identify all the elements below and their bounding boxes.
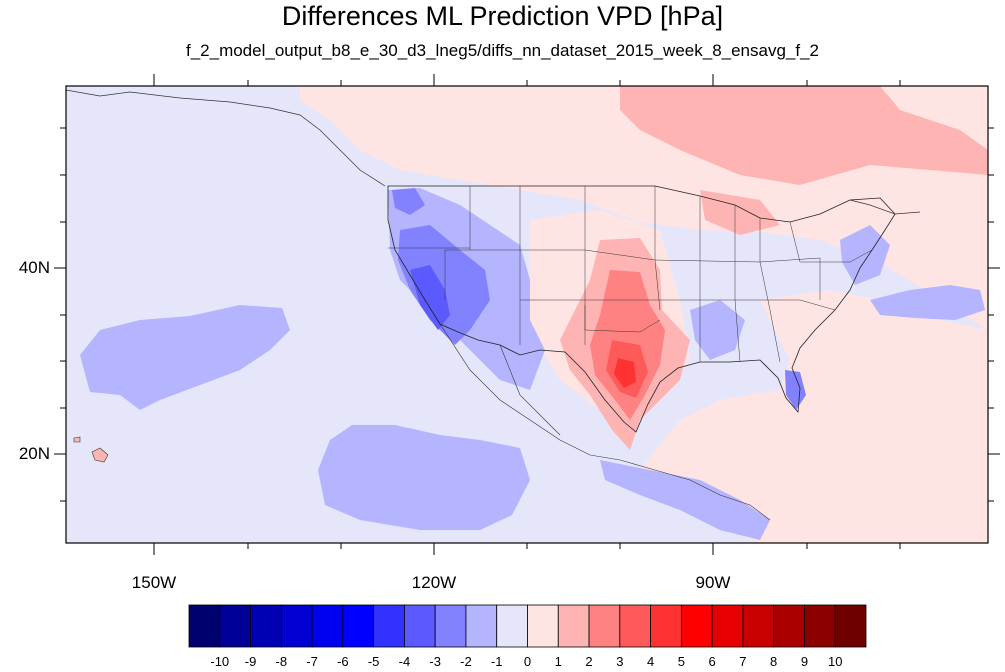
colorbar-box — [188, 604, 221, 648]
colorbar-box — [834, 604, 867, 648]
colorbar-tick-label: 4 — [646, 654, 655, 669]
colorbar-tick-label: 2 — [585, 654, 593, 669]
colorbar-box — [342, 604, 375, 648]
positive-anomaly-peak — [614, 358, 636, 388]
colorbar-box — [650, 604, 682, 648]
lat-label-40n: 40N — [18, 258, 50, 277]
colorbar-tick-label: 8 — [770, 654, 778, 669]
negative-blob-florida — [785, 370, 806, 410]
colorbar-tick-label: 9 — [800, 654, 809, 669]
colorbar-tick-label: 7 — [739, 654, 747, 669]
colorbar-box — [557, 604, 590, 648]
colorbar-box — [404, 604, 436, 648]
colorbar-box — [496, 604, 528, 648]
colorbar-box — [619, 604, 651, 648]
map-field — [66, 86, 988, 543]
lon-ticks — [153, 74, 901, 555]
colorbar-box — [373, 604, 405, 648]
lon-label-150w: 150W — [131, 573, 177, 592]
negative-blob-central-america — [600, 460, 770, 540]
negative-blob-southeast — [690, 300, 745, 360]
colorbar-box — [311, 604, 344, 648]
state-borders — [388, 186, 873, 363]
colorbar-tick-label: -10 — [210, 654, 230, 669]
colorbar-box — [773, 604, 805, 648]
colorbar-box — [742, 604, 775, 648]
lat-label-20n: 20N — [18, 444, 50, 463]
usa-outline — [387, 185, 896, 433]
colorbar-tick-label: -4 — [398, 654, 411, 669]
colorbar-tick-label: 5 — [677, 654, 685, 669]
colorbar-tick-label: -5 — [367, 654, 380, 669]
negative-blob-pacific-west — [80, 305, 290, 410]
colorbar-tick-label: -1 — [490, 654, 503, 669]
negative-blob-pacific-south — [318, 425, 530, 530]
colorbar-box — [465, 604, 498, 648]
negative-anomaly-west-core — [410, 265, 450, 330]
positive-region-atlantic — [640, 290, 988, 543]
negative-anomaly-west-mid — [398, 225, 490, 345]
colorbar-tick-label: -8 — [275, 654, 288, 669]
colorbar-tick-label: -7 — [306, 654, 318, 669]
colorbar-box — [280, 604, 313, 648]
map-subtitle: f_2_model_output_b8_e_30_d3_lneg5/diffs_… — [185, 41, 820, 60]
colorbar-tick-label: -9 — [244, 654, 257, 669]
colorbar-tick-label: 10 — [827, 654, 843, 669]
colorbar-tick-label: 0 — [523, 654, 532, 669]
colorbar-tick-label: 6 — [708, 654, 716, 669]
colorbar-box — [250, 604, 282, 648]
map-title: Differences ML Prediction VPD [hPa] — [281, 1, 724, 31]
lat-ticks — [54, 127, 1000, 502]
colorbar-tick-label: 3 — [616, 654, 624, 669]
colorbar-tick-label: -6 — [337, 654, 349, 669]
colorbar-box — [804, 604, 836, 648]
lon-label-120w: 120W — [411, 573, 457, 592]
colorbar-box — [711, 604, 744, 648]
colorbar-box — [527, 604, 559, 648]
mexico-outline — [439, 323, 771, 521]
colorbar-tick-label: 1 — [554, 654, 562, 669]
negative-blob-atlantic — [870, 285, 985, 320]
lon-label-90w: 90W — [695, 573, 731, 592]
colorbar-box — [434, 604, 467, 648]
colorbar-box — [588, 604, 621, 648]
colorbar-box — [680, 604, 713, 648]
colorbar-tick-label: -3 — [429, 654, 441, 669]
negative-anomaly-cascades — [392, 188, 425, 215]
hawaii-islands — [73, 436, 109, 463]
negative-blob-northeast — [840, 225, 890, 285]
positive-blob-canada — [620, 86, 988, 185]
colorbar — [188, 604, 867, 648]
canada-coast — [66, 89, 921, 215]
colorbar-box — [219, 604, 251, 648]
colorbar-tick-label: -2 — [460, 654, 472, 669]
